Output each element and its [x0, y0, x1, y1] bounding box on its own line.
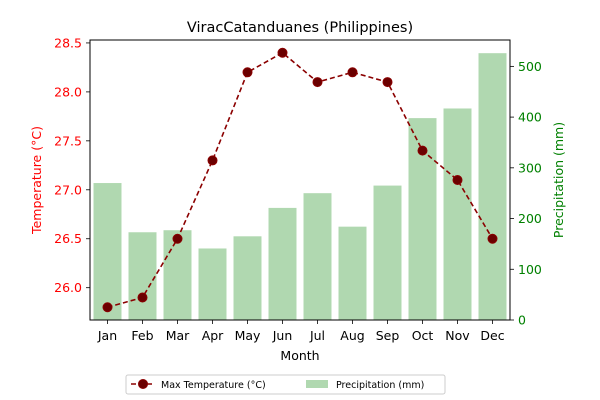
- legend-box: [125, 374, 446, 395]
- x-tick-label-nov: Nov: [445, 328, 470, 343]
- x-axis-label: Month: [280, 348, 319, 363]
- precipitation-bar-jul: [303, 193, 332, 320]
- precipitation-bar-jun: [268, 207, 297, 320]
- left-y-tick-label: 28.5: [54, 35, 82, 50]
- x-tick-label-feb: Feb: [131, 328, 153, 343]
- left-y-axis: 26.0 26.5 27.0 27.5 28.0 28.5: [54, 35, 90, 295]
- precipitation-bars: [93, 53, 507, 321]
- temperature-point-sep: [382, 77, 393, 88]
- precipitation-bar-apr: [198, 248, 227, 320]
- x-tick-label-dec: Dec: [480, 328, 504, 343]
- right-y-tick-label: 200: [518, 211, 542, 226]
- x-tick-label-sep: Sep: [376, 328, 400, 343]
- right-y-tick-label: 0: [518, 313, 526, 328]
- chart-title: ViracCatanduanes (Philippines): [187, 20, 413, 36]
- precipitation-bar-jan: [93, 183, 122, 320]
- left-y-tick-label: 27.0: [54, 182, 82, 197]
- right-y-axis: 0 100 200 300 400 500: [510, 59, 542, 328]
- left-y-tick-label: 26.0: [54, 280, 82, 295]
- temperature-line: [107, 51, 494, 309]
- legend: Max Temperature (°C) Precipitation (mm): [125, 374, 446, 395]
- temperature-line-group: [102, 47, 498, 313]
- temperature-point-apr: [207, 155, 218, 166]
- temperature-point-jul: [312, 77, 323, 88]
- x-tick-label-jun: Jun: [272, 328, 293, 343]
- left-y-tick-label: 27.5: [54, 133, 82, 148]
- right-y-tick-label: 500: [518, 59, 542, 74]
- precipitation-bar-dec: [478, 53, 507, 320]
- x-tick-label-oct: Oct: [412, 328, 434, 343]
- temperature-point-feb: [137, 292, 148, 303]
- x-tick-label-may: May: [235, 328, 261, 343]
- right-y-axis-label: Precipitation (mm): [551, 122, 566, 238]
- precipitation-bar-sep: [373, 185, 402, 320]
- right-y-tick-label: 100: [518, 262, 542, 277]
- x-tick-label-mar: Mar: [166, 328, 190, 343]
- x-axis: Jan Feb Mar Apr May Jun Jul Aug Sep Oct Nov Dec: [97, 320, 505, 343]
- legend-label-temperature: Max Temperature (°C): [161, 380, 266, 391]
- right-y-tick-label: 300: [518, 160, 542, 175]
- temperature-point-jun: [277, 47, 288, 58]
- precipitation-bar-nov: [443, 108, 472, 320]
- temperature-point-oct: [417, 145, 428, 156]
- x-tick-label-apr: Apr: [202, 328, 224, 343]
- right-y-tick-label: 400: [518, 110, 542, 125]
- legend-bar-swatch: [306, 380, 328, 388]
- left-y-tick-label: 28.0: [54, 84, 82, 99]
- temperature-point-mar: [172, 233, 183, 244]
- temperature-point-aug: [347, 67, 358, 78]
- temperature-point-nov: [452, 175, 463, 185]
- precipitation-bar-mar: [163, 230, 192, 320]
- temperature-point-jan: [102, 302, 113, 313]
- x-tick-label-jan: Jan: [97, 328, 117, 343]
- left-y-axis-label: Temperature (°C): [29, 126, 44, 235]
- plot-frame: [89, 39, 511, 321]
- x-tick-label-aug: Aug: [340, 328, 364, 343]
- temperature-point-dec: [487, 233, 498, 244]
- legend-label-precipitation: Precipitation (mm): [336, 380, 424, 391]
- legend-line-marker: [138, 379, 148, 389]
- temperature-point-may: [242, 67, 253, 78]
- precipitation-bar-feb: [128, 232, 157, 320]
- x-tick-label-jul: Jul: [309, 328, 325, 343]
- precipitation-bar-may: [233, 236, 262, 320]
- precipitation-bar-aug: [338, 226, 367, 320]
- left-y-tick-label: 26.5: [54, 231, 82, 246]
